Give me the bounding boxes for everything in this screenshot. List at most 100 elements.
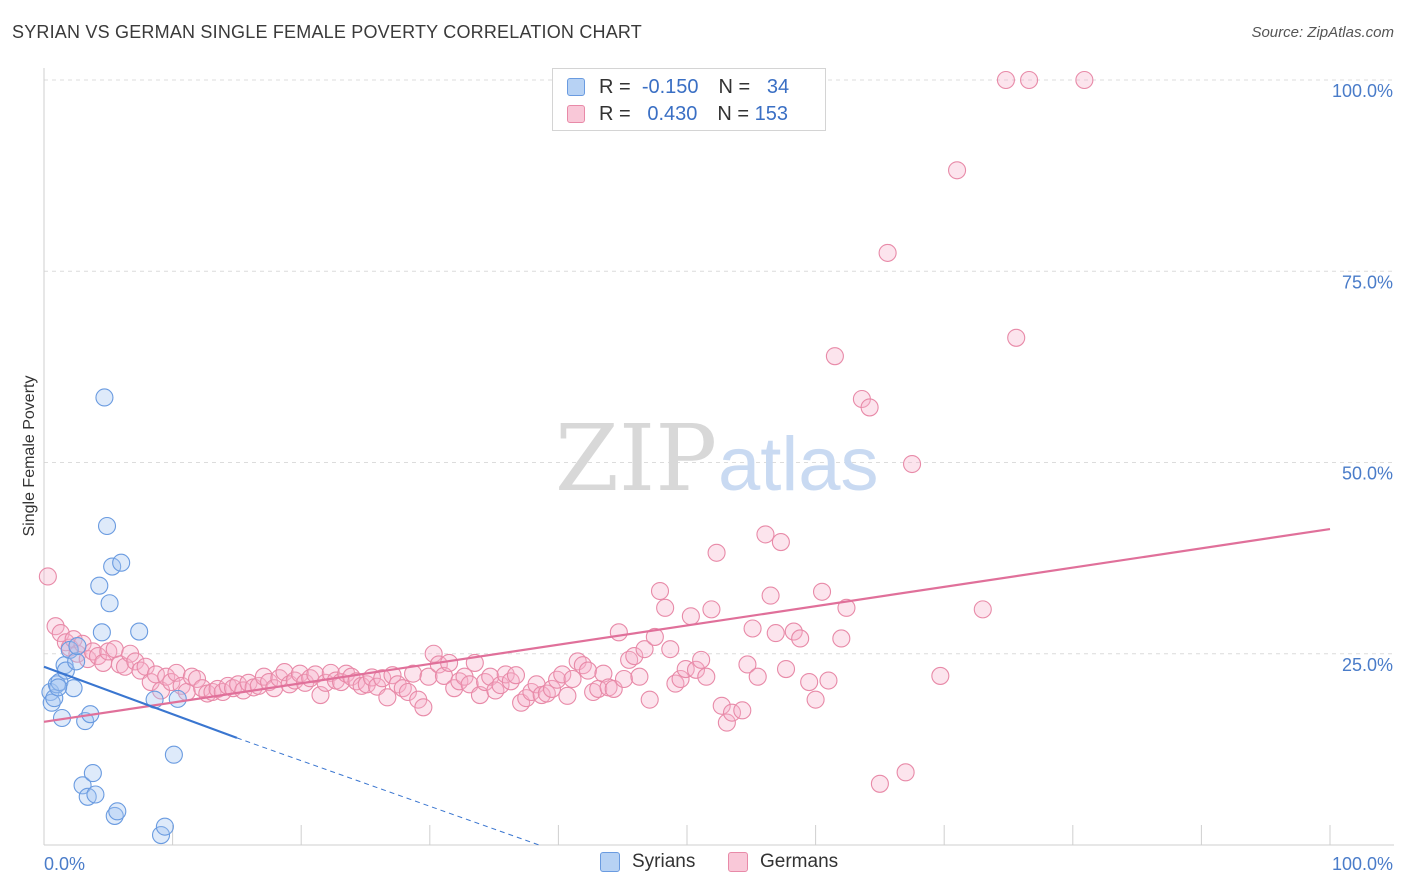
tick-labels: 25.0% 50.0% 75.0% 100.0% 0.0% 100.0% xyxy=(44,81,1393,874)
germans-point xyxy=(661,640,680,659)
germans-point xyxy=(38,567,57,586)
germans-point xyxy=(254,667,273,686)
germans-point xyxy=(193,679,212,698)
germans-point xyxy=(717,713,736,732)
syrians-point xyxy=(168,689,187,708)
germans-point xyxy=(542,679,562,698)
germans-point xyxy=(973,600,992,619)
germans-point xyxy=(860,398,879,417)
syrians-point xyxy=(103,557,122,576)
germans-point xyxy=(573,656,592,675)
germans-point xyxy=(398,682,417,702)
germans-point xyxy=(635,640,654,659)
germans-point xyxy=(686,660,706,679)
syrians-point xyxy=(130,622,149,641)
syrians-point xyxy=(90,576,109,595)
syrians-point xyxy=(83,764,102,783)
germans-point xyxy=(578,661,598,680)
syrians-point xyxy=(108,802,127,821)
syrians-point xyxy=(68,637,87,656)
y-tick-label: 50.0% xyxy=(1342,464,1393,484)
syrians-point xyxy=(97,516,117,536)
germans-point xyxy=(373,669,392,688)
germans-point xyxy=(676,659,695,679)
germans-point xyxy=(692,650,711,669)
germans-swatch xyxy=(567,105,585,123)
germans-point xyxy=(800,673,819,692)
x-tick-label: 0.0% xyxy=(44,854,85,874)
syrians-point xyxy=(112,553,131,572)
watermark-zip: ZIP xyxy=(555,405,717,512)
syrians-point xyxy=(64,679,83,698)
syrians-trend-extension xyxy=(236,737,540,846)
germans-point xyxy=(784,622,803,641)
watermark-atlas: atlas xyxy=(718,422,879,507)
germans-point xyxy=(878,243,897,262)
x-tick-label: 100.0% xyxy=(1332,854,1393,874)
germans-point xyxy=(806,690,825,709)
r-value-germans: 0.430 xyxy=(647,102,698,125)
syrians-swatch xyxy=(567,78,585,96)
germans-point xyxy=(105,640,124,659)
germans-point xyxy=(625,646,644,666)
germans-point xyxy=(419,667,438,686)
legend-item-syrians[interactable]: Syrians xyxy=(600,851,695,873)
germans-point xyxy=(771,533,790,552)
germans-point xyxy=(656,598,675,617)
y-axis-label: Single Female Poverty xyxy=(21,376,38,537)
syrians-trend-line xyxy=(43,665,238,739)
germans-point xyxy=(896,763,915,782)
germans-point xyxy=(645,627,664,646)
germans-point xyxy=(558,686,577,705)
germans-point xyxy=(733,701,752,720)
syrians-point xyxy=(95,388,114,407)
n-label: N = xyxy=(718,75,751,98)
y-tick-label: 25.0% xyxy=(1342,655,1393,675)
germans-point xyxy=(812,582,832,601)
legend-row-syrians: R = -0.150 N = 34 xyxy=(567,74,789,100)
syrians-point xyxy=(47,675,66,694)
germans-point xyxy=(506,666,526,685)
legend-item-germans[interactable]: Germans xyxy=(728,851,838,873)
watermark: ZIP atlas xyxy=(555,405,879,512)
germans-swatch xyxy=(728,852,748,872)
germans-point xyxy=(157,667,176,686)
germans-point xyxy=(697,667,716,686)
germans-point xyxy=(424,644,443,663)
germans-point xyxy=(776,659,796,679)
germans-point xyxy=(414,698,433,717)
germans-point xyxy=(681,607,700,626)
germans-point xyxy=(766,624,785,643)
germans-point xyxy=(208,679,227,698)
germans-point xyxy=(378,688,397,707)
axes xyxy=(43,68,1394,846)
trend-lines xyxy=(43,527,1331,846)
germans-point xyxy=(702,600,721,619)
germans-point xyxy=(563,669,582,689)
correlation-legend: R = -0.150 N = 34 R = 0.430 N = 153 xyxy=(552,68,826,131)
germans-point xyxy=(996,70,1015,90)
germans-point xyxy=(650,581,670,601)
germans-point xyxy=(832,629,851,648)
germans-point xyxy=(671,669,690,689)
germans-point xyxy=(553,665,572,684)
germans-point xyxy=(743,619,762,638)
germans-point xyxy=(640,690,659,709)
syrians-point xyxy=(45,689,64,708)
germans-point xyxy=(870,774,889,793)
syrians-points xyxy=(41,388,187,845)
syrians-point xyxy=(100,594,119,613)
germans-point xyxy=(819,671,838,690)
chart-title: SYRIAN VS GERMAN SINGLE FEMALE POVERTY C… xyxy=(12,22,643,42)
germans-point xyxy=(126,652,145,671)
germans-point xyxy=(290,664,309,683)
syrians-point xyxy=(86,785,105,804)
germans-point xyxy=(609,623,628,642)
germans-point xyxy=(748,667,767,686)
germans-point xyxy=(491,676,510,695)
n-value-germans: 153 xyxy=(754,102,789,125)
germans-point xyxy=(630,667,649,686)
germans-point xyxy=(187,669,207,689)
germans-point xyxy=(1075,70,1094,90)
